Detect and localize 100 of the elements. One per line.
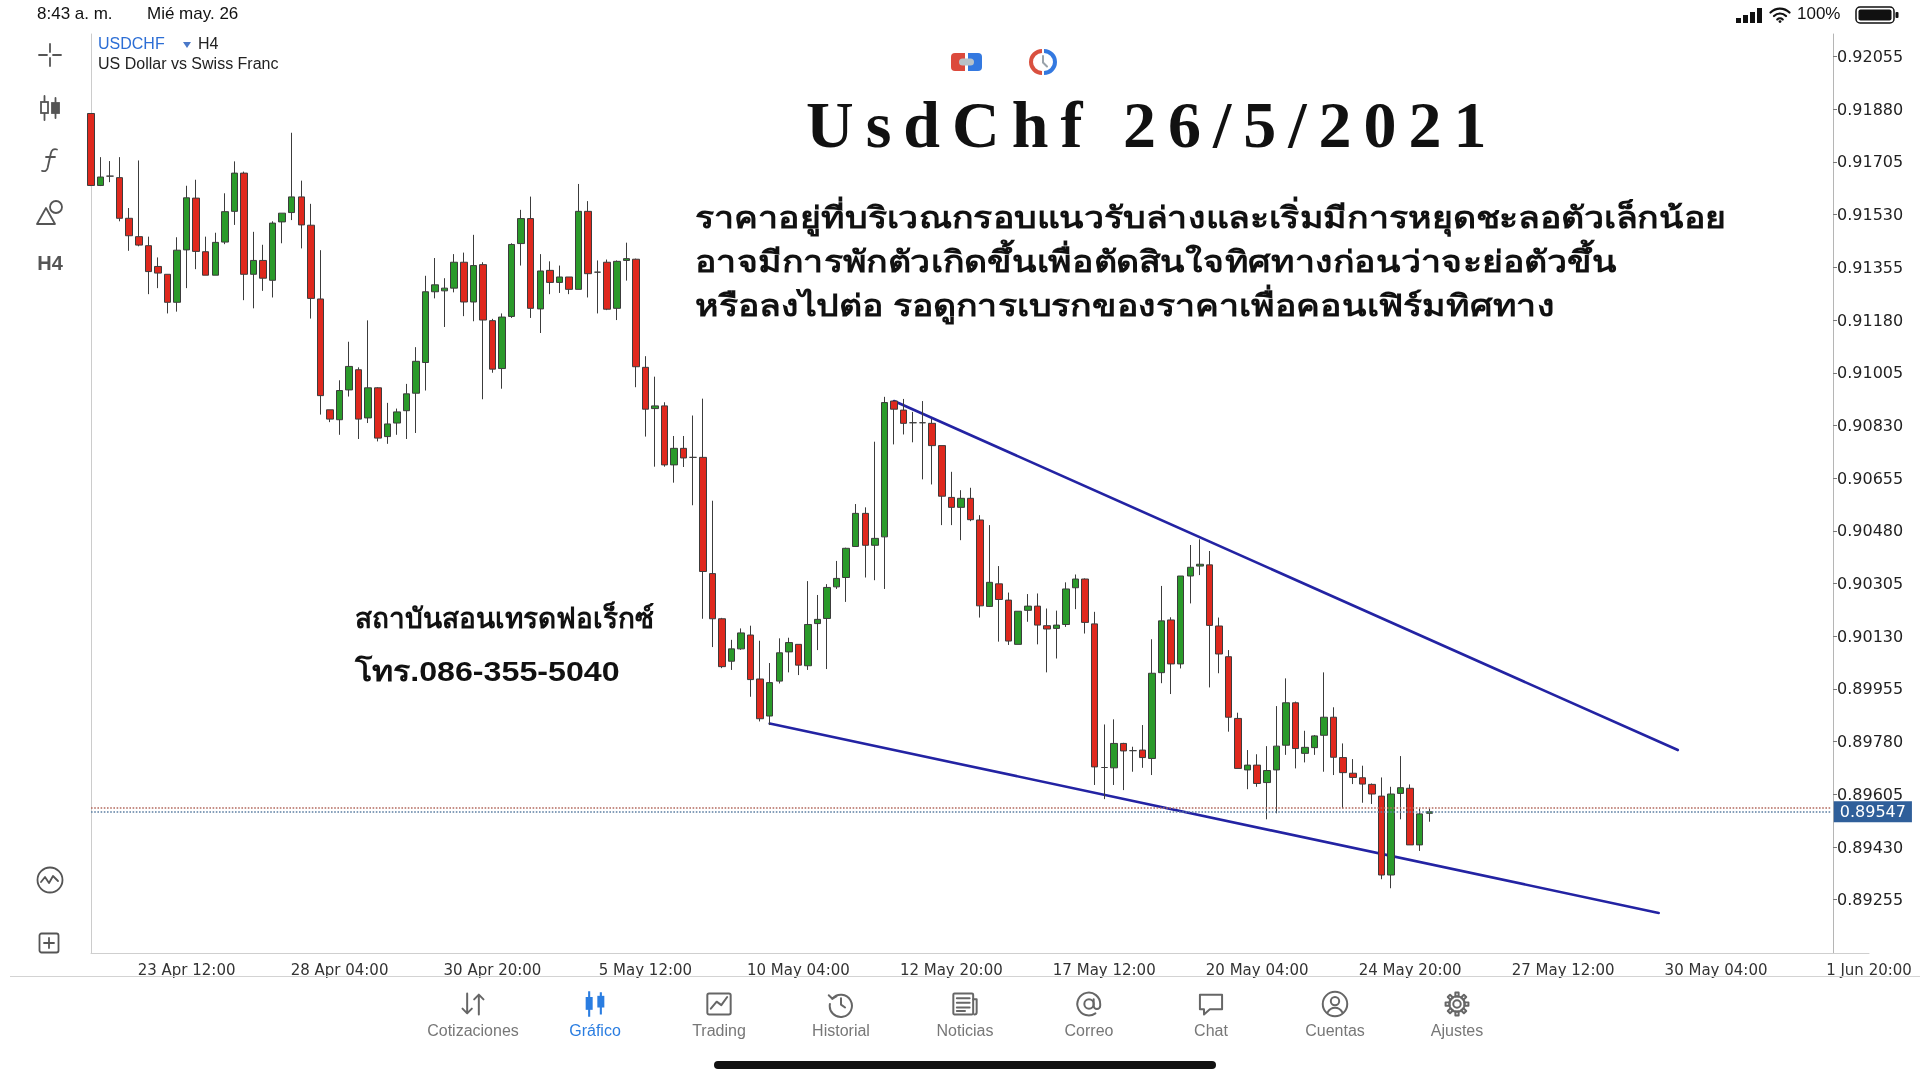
- candlestick: [718, 617, 726, 669]
- candlestick: [584, 200, 592, 298]
- text: Historial: [812, 1022, 870, 1041]
- candlestick: [1339, 742, 1347, 809]
- candlestick: [1206, 550, 1213, 688]
- y-tick-label: 0.90480: [1837, 521, 1904, 541]
- y-tick-label: 0.91530: [1837, 205, 1904, 225]
- candlestick: [288, 132, 295, 221]
- candlestick: [1292, 701, 1299, 769]
- candlestick: [1244, 749, 1251, 790]
- y-tick-label: 0.89605: [1837, 784, 1904, 804]
- candlestick: [106, 160, 114, 183]
- y-tick-label: 0.91005: [1837, 363, 1904, 383]
- x-tick-label: 17 May 12:00: [1052, 960, 1156, 979]
- candlestick: [345, 341, 353, 398]
- candlestick: [1034, 592, 1041, 645]
- candlestick: [1301, 730, 1309, 763]
- text: Correo: [1064, 1022, 1114, 1041]
- candlestick: [728, 639, 735, 671]
- candlestick: [699, 398, 707, 620]
- candlestick: [307, 203, 315, 320]
- candlestick: [517, 209, 525, 267]
- candlestick: [603, 259, 611, 311]
- candlestick: [1091, 611, 1098, 786]
- y-tick-label: 0.89430: [1837, 837, 1904, 857]
- candlestick: [173, 236, 181, 313]
- candlestick: [1081, 577, 1089, 635]
- candlestick: [470, 234, 477, 322]
- candlestick: [221, 192, 229, 245]
- x-tick-label: 20 May 04:00: [1205, 960, 1309, 979]
- x-tick-label: 30 May 04:00: [1664, 960, 1768, 979]
- y-tick-label: 0.91705: [1837, 152, 1904, 172]
- candlestick: [776, 637, 783, 684]
- ref-line-label: 0.89547: [1839, 802, 1906, 822]
- candlestick: [403, 383, 410, 440]
- text: H4: [37, 252, 63, 275]
- candlestick: [785, 637, 793, 673]
- candlestick: [97, 156, 104, 187]
- candlestick: [1101, 723, 1108, 800]
- candlestick: [995, 565, 1003, 643]
- candlestick: [1359, 765, 1366, 804]
- candlestick: [125, 207, 133, 252]
- candlestick: [393, 408, 401, 436]
- candlestick: [1062, 581, 1070, 628]
- y-tick-label: 0.90655: [1837, 468, 1904, 488]
- candlestick: [833, 560, 840, 590]
- x-tick-label: 27 May 12:00: [1511, 960, 1615, 979]
- candlestick: [1129, 746, 1137, 773]
- candlestick: [164, 273, 171, 314]
- candlestick: [326, 409, 334, 423]
- text: Gráfico: [569, 1022, 621, 1041]
- candlestick: [364, 319, 372, 424]
- candlestick: [1349, 758, 1357, 785]
- candlestick: [422, 275, 429, 392]
- candlestick: [87, 112, 95, 187]
- annotation: สถาบันสอนเทรดฟอเร็กซ์: [355, 603, 654, 636]
- candlestick: [1311, 734, 1318, 756]
- candlestick: [412, 346, 420, 434]
- candlestick: [1253, 753, 1261, 788]
- candlestick: [1416, 807, 1423, 852]
- candlestick: [1148, 638, 1156, 776]
- candlestick: [842, 547, 850, 603]
- candlestick: [1024, 593, 1032, 623]
- candlestick: [192, 179, 200, 270]
- candlestick: [250, 231, 257, 309]
- candlestick: [1005, 592, 1012, 646]
- candlestick: [1234, 712, 1242, 769]
- candlestick: [450, 253, 458, 293]
- candlestick: [546, 260, 554, 295]
- y-tick-label: 0.92055: [1837, 47, 1904, 67]
- text: 100%: [1797, 4, 1841, 24]
- candlestick: [1110, 718, 1118, 786]
- candlestick: [431, 257, 439, 299]
- text: 8:43 a. m.: [37, 4, 113, 24]
- text: Noticias: [936, 1022, 994, 1041]
- y-tick-label: 0.91180: [1837, 310, 1904, 330]
- candlestick: [709, 500, 716, 648]
- candlestick: [1072, 574, 1079, 610]
- candlestick: [766, 662, 773, 726]
- candlestick: [154, 256, 162, 289]
- candlestick: [508, 242, 515, 319]
- y-tick-label: 0.91355: [1837, 257, 1904, 277]
- x-tick-label: 1 Jun 20:00: [1826, 960, 1912, 979]
- candlestick: [871, 441, 879, 581]
- x-tick-label: 5 May 12:00: [598, 960, 693, 979]
- candlestick: [135, 159, 143, 247]
- y-tick-label: 0.90305: [1837, 574, 1904, 594]
- candlestick: [814, 594, 821, 651]
- candlestick: [632, 258, 640, 388]
- candlestick: [116, 156, 123, 222]
- candlestick: [852, 503, 859, 548]
- candlestick: [613, 259, 621, 321]
- candlestick: [967, 487, 974, 522]
- text: Trading: [692, 1022, 746, 1041]
- candlestick: [240, 171, 248, 301]
- candlestick: [498, 312, 506, 390]
- candlestick: [336, 379, 343, 436]
- y-tick-label: 0.90130: [1837, 626, 1904, 646]
- candlestick: [680, 435, 687, 468]
- x-tick-label: 24 May 20:00: [1358, 960, 1462, 979]
